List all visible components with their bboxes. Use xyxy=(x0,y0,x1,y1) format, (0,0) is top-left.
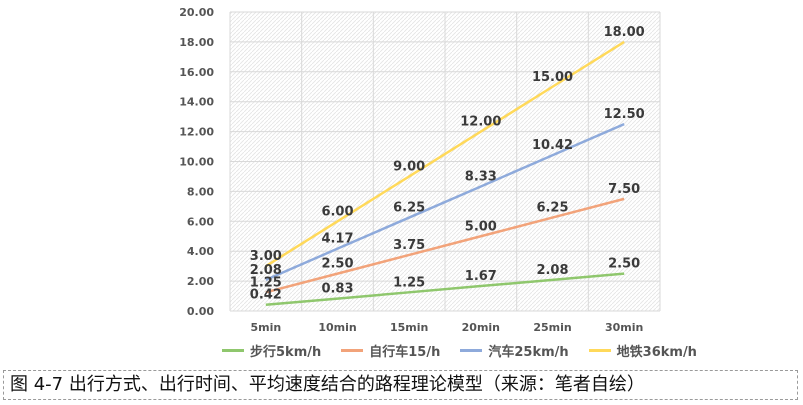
legend: 步行5km/h 自行车15/h 汽车25km/h 地铁36km/h xyxy=(222,341,697,360)
y-tick-label: 14.00 xyxy=(179,96,214,109)
data-label: 6.25 xyxy=(536,201,568,216)
legend-swatch xyxy=(341,349,364,352)
data-label: 5.00 xyxy=(465,219,497,234)
y-tick-label: 8.00 xyxy=(187,185,214,198)
x-tick-label: 5min xyxy=(250,321,281,334)
y-tick-label: 18.00 xyxy=(179,36,214,49)
legend-item: 汽车25km/h xyxy=(460,341,569,360)
series-lines xyxy=(265,40,625,306)
data-label: 2.08 xyxy=(536,263,568,278)
legend-label: 自行车15/h xyxy=(369,345,441,360)
x-tick-label: 30min xyxy=(605,321,643,334)
data-label: 12.50 xyxy=(604,107,645,122)
data-label: 7.50 xyxy=(608,182,640,197)
y-tick-label: 6.00 xyxy=(187,215,214,228)
y-tick-label: 4.00 xyxy=(187,245,214,258)
data-labels: 0.42 0.83 1.25 1.67 2.08 2.50 1.25 2.50 3.75 5.00… xyxy=(250,25,645,303)
y-axis: 0.00 2.00 4.00 6.00 8.00 10.00 12.00 14.00 16.00… xyxy=(179,6,214,318)
series-line xyxy=(265,197,625,294)
data-label: 18.00 xyxy=(604,25,645,40)
data-label: 6.00 xyxy=(321,204,353,219)
data-label: 10.42 xyxy=(532,138,573,153)
data-label: 1.25 xyxy=(393,275,425,290)
data-label: 1.67 xyxy=(465,269,497,284)
legend-swatch xyxy=(222,349,244,352)
data-label: 9.00 xyxy=(393,159,425,174)
figure-caption: 图 4-7 出行方式、出行时间、平均速度结合的路程理论模型（来源：笔者自绘） xyxy=(3,370,798,400)
legend-item: 步行5km/h xyxy=(222,341,321,360)
data-label: 2.50 xyxy=(608,257,640,272)
data-label: 4.17 xyxy=(321,232,353,247)
legend-label: 地铁36km/h xyxy=(616,345,697,360)
data-label: 12.00 xyxy=(460,115,501,130)
y-tick-label: 2.00 xyxy=(187,275,214,288)
data-label: 0.42 xyxy=(250,288,282,303)
x-tick-label: 25min xyxy=(533,321,571,334)
y-tick-label: 10.00 xyxy=(179,156,214,169)
data-label: 1.25 xyxy=(250,275,282,290)
data-label: 8.33 xyxy=(465,169,497,184)
legend-swatch xyxy=(588,349,611,352)
legend-label: 汽车25km/h xyxy=(488,345,569,360)
x-axis: 5min 10min 15min 20min 25min 30min xyxy=(250,321,643,334)
x-tick-label: 10min xyxy=(318,321,356,334)
y-tick-label: 16.00 xyxy=(179,66,214,79)
x-tick-label: 15min xyxy=(390,321,428,334)
data-label: 2.50 xyxy=(321,257,353,272)
legend-label: 步行5km/h xyxy=(250,345,322,360)
data-label: 15.00 xyxy=(532,70,573,85)
legend-swatch xyxy=(460,349,483,352)
data-label: 3.00 xyxy=(250,249,282,264)
legend-item: 自行车15/h xyxy=(341,341,440,360)
data-label: 3.75 xyxy=(393,238,425,253)
data-label: 6.25 xyxy=(393,201,425,216)
data-label: 0.83 xyxy=(321,282,353,297)
series-line xyxy=(265,122,625,282)
y-tick-label: 12.00 xyxy=(179,126,214,139)
y-tick-label: 0.00 xyxy=(187,305,214,318)
data-label: 2.08 xyxy=(250,263,282,278)
series-line xyxy=(265,40,625,268)
legend-item: 地铁36km/h xyxy=(588,341,697,360)
y-tick-label: 20.00 xyxy=(179,6,214,19)
grid-lines xyxy=(229,11,661,312)
line-chart: 0.00 2.00 4.00 6.00 8.00 10.00 12.00 14.00 16.00… xyxy=(179,6,661,334)
x-tick-label: 20min xyxy=(462,321,500,334)
series-line xyxy=(265,272,625,306)
